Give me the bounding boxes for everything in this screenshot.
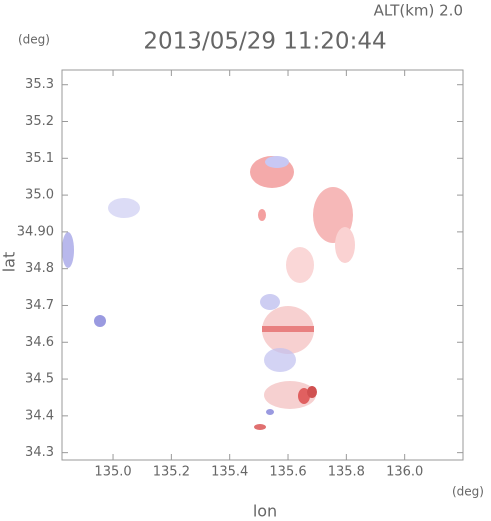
y-tick-label: 34.6 xyxy=(25,335,54,350)
subtitle: ALT(km) 2.0 xyxy=(374,2,463,20)
x-tick-label: 135.8 xyxy=(328,465,365,480)
echo-region xyxy=(266,409,274,415)
y-tick-label: 34.5 xyxy=(25,372,54,387)
chart-title: 2013/05/29 11:20:44 xyxy=(143,29,386,55)
echo-region xyxy=(264,348,296,372)
echo-region xyxy=(108,198,140,218)
x-tick-label: 135.0 xyxy=(94,465,131,480)
echo-region xyxy=(265,156,289,168)
echo-region xyxy=(260,294,280,310)
y-unit: (deg) xyxy=(18,33,50,47)
x-tick-label: 136.0 xyxy=(386,465,423,480)
echo-region xyxy=(262,326,314,332)
y-axis-label: lat xyxy=(0,252,19,273)
echo-region xyxy=(62,232,74,268)
x-axis-label: lon xyxy=(253,502,277,521)
y-tick-label: 34.8 xyxy=(25,261,54,276)
echo-region xyxy=(254,424,266,430)
echo-region xyxy=(94,315,106,327)
x-unit: (deg) xyxy=(452,485,484,499)
y-tick-label: 35.0 xyxy=(25,188,54,203)
y-tick-label: 34.4 xyxy=(25,408,54,423)
echo-region xyxy=(258,209,266,221)
y-tick-label: 34.90 xyxy=(17,224,54,239)
plot-frame xyxy=(61,69,464,461)
echo-region xyxy=(335,227,355,263)
echo-field xyxy=(62,156,355,430)
x-tick-label: 135.4 xyxy=(211,465,248,480)
echo-region xyxy=(307,386,317,398)
y-tick-label: 35.2 xyxy=(25,114,54,129)
y-tick-label: 34.7 xyxy=(25,298,54,313)
y-tick-label: 35.1 xyxy=(25,151,54,166)
y-tick-label: 34.3 xyxy=(25,445,54,460)
x-tick-label: 135.6 xyxy=(269,465,306,480)
x-tick-label: 135.2 xyxy=(153,465,190,480)
echo-region xyxy=(286,247,314,283)
y-tick-label: 35.3 xyxy=(25,77,54,92)
